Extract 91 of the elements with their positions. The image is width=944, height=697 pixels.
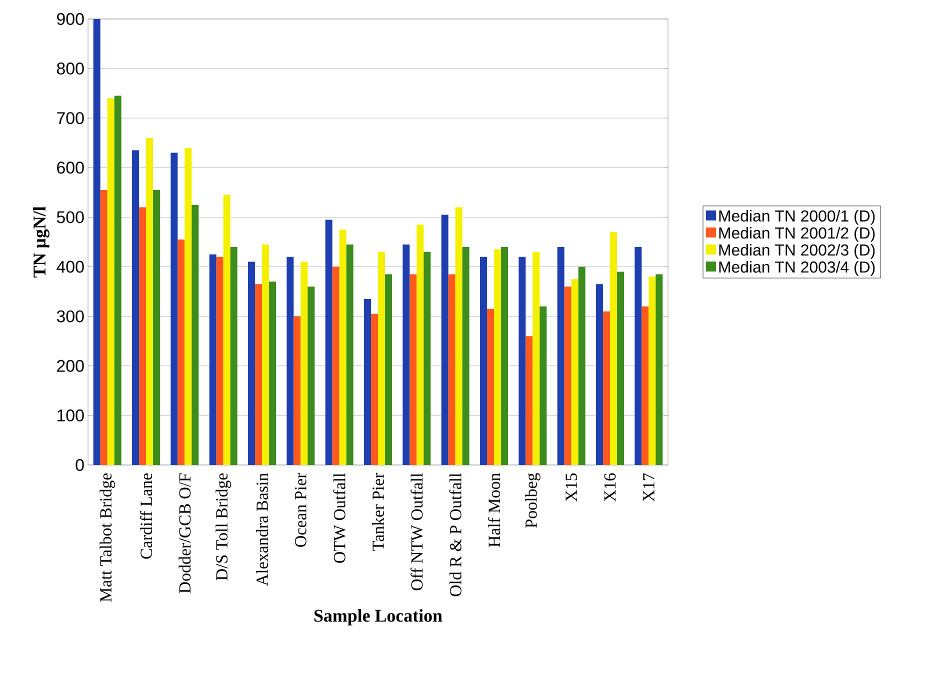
y-axis-title: TN µgN/l <box>32 206 50 278</box>
y-tick-label: 400 <box>56 260 84 273</box>
bar <box>656 274 663 465</box>
bar <box>487 308 494 465</box>
bar <box>286 256 294 465</box>
bar <box>532 252 540 465</box>
x-tick-label: X17 <box>643 473 654 502</box>
bar <box>402 244 410 465</box>
bar <box>578 266 586 465</box>
bar <box>308 286 315 465</box>
bar <box>146 138 154 465</box>
x-tick-label: D/S Toll Bridge <box>216 473 232 580</box>
bar <box>223 194 230 465</box>
x-tick-label: X15 <box>566 473 578 502</box>
bar <box>139 207 146 465</box>
y-tick-label: 700 <box>57 112 84 124</box>
bar <box>262 244 270 465</box>
x-axis-title: Sample Location <box>314 609 442 626</box>
y-tick-label: 300 <box>56 310 84 322</box>
bar <box>170 152 178 465</box>
bar <box>526 336 533 465</box>
bar <box>339 230 346 465</box>
bar <box>364 298 372 465</box>
bar <box>455 207 462 465</box>
bar <box>462 246 470 465</box>
bar <box>610 232 618 465</box>
bar <box>93 18 100 465</box>
bar <box>634 246 642 465</box>
bar <box>571 279 578 465</box>
bar <box>346 244 354 465</box>
bar <box>648 276 656 465</box>
y-tick-label: 900 <box>57 12 84 25</box>
bar <box>325 220 332 465</box>
x-tick-label: Poolbeg <box>524 473 540 528</box>
x-tick-label: Old R & P Outfall <box>449 473 462 596</box>
x-tick-label: Cardiff Lane <box>140 473 152 559</box>
legend-label: Median TN 2003/4 (D) <box>719 261 875 276</box>
y-tick-label: 600 <box>57 162 84 174</box>
bar <box>441 214 448 465</box>
bar <box>216 256 224 465</box>
x-tick-label: Tanker Pier <box>372 472 384 551</box>
bar <box>107 98 114 465</box>
bar <box>480 256 488 465</box>
bar <box>518 256 526 465</box>
bar <box>540 306 547 465</box>
y-tick-label: 200 <box>57 360 84 372</box>
y-tick-label: 100 <box>58 409 84 422</box>
bar <box>300 262 308 465</box>
bar <box>294 316 301 465</box>
bar <box>557 246 564 465</box>
bar <box>114 96 122 465</box>
legend-label: Median TN 2001/2 (D) <box>719 226 875 242</box>
legend-label: Median TN 2002/3 (D) <box>719 244 875 259</box>
bar <box>424 252 431 465</box>
bar <box>564 286 572 465</box>
bar <box>209 254 216 465</box>
x-tick-label: Dodder/GCB O/F <box>178 473 191 594</box>
y-tick-label: 500 <box>56 211 84 224</box>
x-tick-label: X16 <box>604 473 616 502</box>
y-tick-label: 0 <box>76 458 84 471</box>
bar <box>192 204 199 465</box>
bar <box>132 150 140 465</box>
x-tick-label: Matt Talbot Bridge <box>100 473 116 602</box>
bar <box>269 282 276 465</box>
bar <box>178 240 185 465</box>
x-tick-label: Off NTW Outfall <box>410 473 423 590</box>
legend-label: Median TN 2000/1 (D) <box>719 210 875 225</box>
x-tick-label: Half Moon <box>488 473 500 548</box>
bar <box>416 224 424 465</box>
bar <box>501 246 508 465</box>
bar <box>184 148 192 465</box>
x-tick-label: OTW Outfall <box>333 473 346 563</box>
bar <box>494 249 502 465</box>
bar <box>385 274 392 465</box>
bar <box>617 272 624 465</box>
bar <box>642 306 649 465</box>
bar <box>100 190 108 465</box>
y-tick-label: 800 <box>56 62 84 75</box>
x-tick-label: Ocean Pier <box>294 472 306 547</box>
bar <box>230 246 238 465</box>
bar <box>332 266 340 465</box>
x-tick-label: Alexandra Basin <box>256 473 268 586</box>
bar <box>153 190 160 465</box>
bar <box>448 274 456 465</box>
bar <box>378 252 386 465</box>
bar <box>603 311 610 465</box>
bar <box>410 274 417 465</box>
bar <box>371 314 378 465</box>
bar <box>255 284 262 465</box>
bar <box>248 262 256 465</box>
bar <box>596 284 604 465</box>
